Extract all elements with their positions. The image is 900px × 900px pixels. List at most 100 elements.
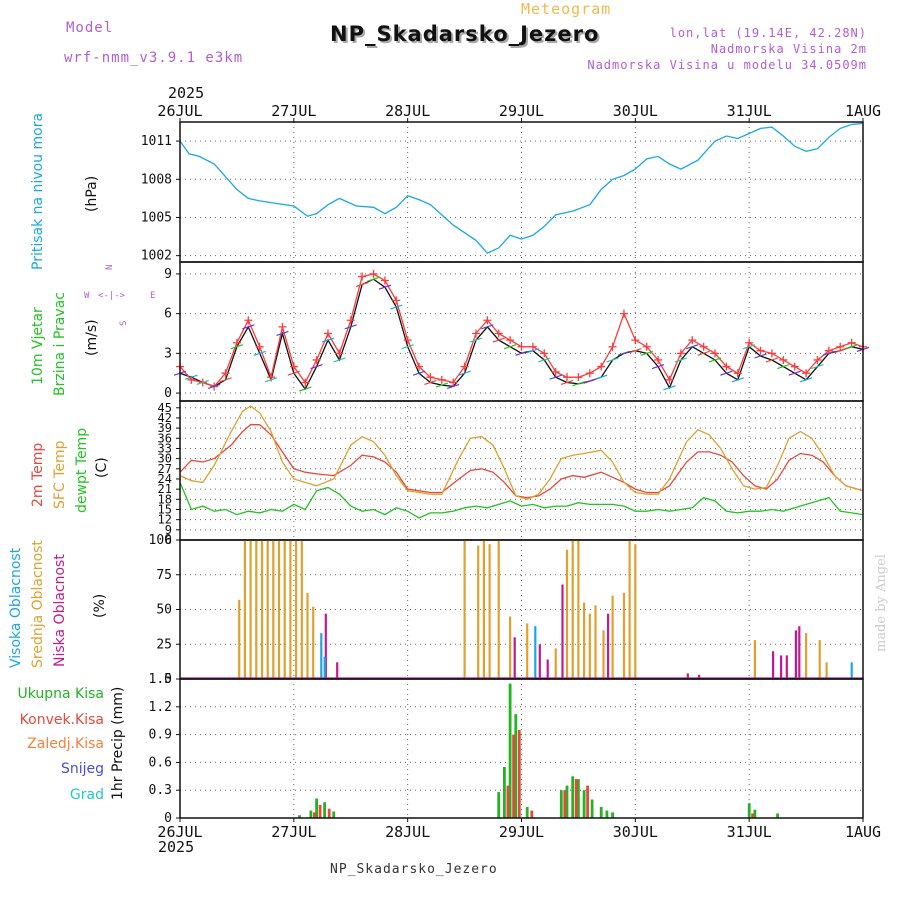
wind-arrow [503,344,517,350]
precip-bar [599,806,603,818]
temperature-ytick-label: 24 [158,472,172,486]
precip-bar [571,776,575,818]
precip-bar [508,683,512,818]
cloud-bar [561,584,564,679]
precip-bar [514,714,518,818]
cloud-bar [571,540,574,679]
precip-bar [563,790,567,818]
cloud-bar [306,592,309,679]
precip-bar [309,810,313,818]
precip-bar [582,790,586,818]
cloud-ylabel-high: Visoka Oblacnost [8,547,24,668]
precip-bar [611,812,614,818]
cloud-bar [509,616,512,679]
gust-marker [563,373,572,382]
gust-marker [380,276,389,285]
cloud-bar [546,659,549,679]
cloud-bar [577,540,580,679]
precip-bar [530,810,534,818]
cloud-bar [323,656,326,679]
gust-marker [506,336,515,345]
wind-arrow [606,357,619,363]
cloud-bar [594,605,597,679]
date-label-bottom: 27JUL [271,823,316,841]
precip-ytick-label: 1.5 [149,672,172,687]
direction-key-w: W [84,291,90,301]
wind-arrow [390,304,403,310]
gust-marker [221,369,230,378]
precip-bar [298,815,301,818]
wind-ytick-label: 3 [164,346,172,361]
wind-arrow [674,357,688,363]
cloud-bar [805,633,808,679]
precip-bar [497,792,501,818]
temperature-ytick-label: 27 [158,462,172,476]
cloud-bar [780,655,783,679]
gust-marker [574,373,583,382]
wind-arrow [594,374,608,380]
wind-arrow [731,377,744,383]
precip-bar [503,767,506,818]
cloud-bar [289,540,292,679]
precip-bar [574,779,578,818]
direction-key-n: N [105,265,115,270]
cloud-unit: (%) [92,593,108,618]
wind-ytick-label: 9 [164,267,172,282]
gust-marker [688,336,697,345]
pressure-ytick-label: 1011 [141,134,172,149]
gust-marker [244,316,253,325]
cloud-ytick-label: 25 [156,637,172,652]
precip-bar [318,805,322,818]
gust-marker [608,342,617,351]
gust-marker [312,355,321,364]
temp-ylabel-sfc: SFC Temp [52,440,68,509]
temperature-series-0 [179,424,864,499]
precip-ytick-label: 0 [164,811,172,826]
cloud-bar [850,662,853,679]
gust-marker [301,378,310,387]
cloud-bar [825,662,828,679]
cloud-bar [249,540,252,679]
wind-arrow [481,324,494,330]
legend-grad: Grad [69,787,104,803]
wind-arrow [344,324,357,330]
cloud-bar [272,540,275,679]
gust-marker [289,362,298,371]
gust-marker [665,375,674,384]
date-label-bottom: 26JUL [157,823,202,841]
cloud-bar [336,662,339,679]
legend-konvek-kisa: Konvek.Kisa [19,712,104,728]
temperature-series-1 [179,405,864,500]
gust-marker [323,329,332,338]
temperature-ytick-label: 42 [158,411,172,425]
cloud-bar [588,613,591,679]
wind-arrow [230,344,244,350]
wind-arrow [287,370,301,376]
cloud-ytick-label: 50 [156,603,172,618]
wind-arrow [526,348,540,354]
gust-marker [767,349,776,358]
temp-ylabel-dewpt: dewpt Temp [74,427,90,513]
temperature-ytick-label: 18 [158,492,172,506]
legend-zaledj-kisa: Zaledj.Kisa [27,736,104,752]
date-label-bottom: 1AUG [845,823,881,841]
precip-bar [559,790,563,818]
date-label-top: 26JUL [157,102,202,120]
temperature-ytick-label: 9 [165,523,172,537]
precip-bar [590,799,594,818]
temperature-ytick-label: 39 [158,421,172,435]
cloud-bar [538,644,541,680]
gust-marker [483,316,492,325]
wind-arrow [378,284,392,290]
wind-arrow [321,337,335,343]
date-label-bottom: 28JUL [385,823,430,841]
temperature-ytick-label: 30 [158,452,172,466]
precip-bar [313,812,316,818]
cloud-ytick-label: 75 [156,568,172,583]
gust-marker [745,338,754,347]
wind-arrow [355,281,369,288]
precip-bar [751,813,754,818]
precip-bar [332,811,336,818]
gust-marker [358,272,367,281]
made-by-watermark: made by Angel [874,554,889,652]
